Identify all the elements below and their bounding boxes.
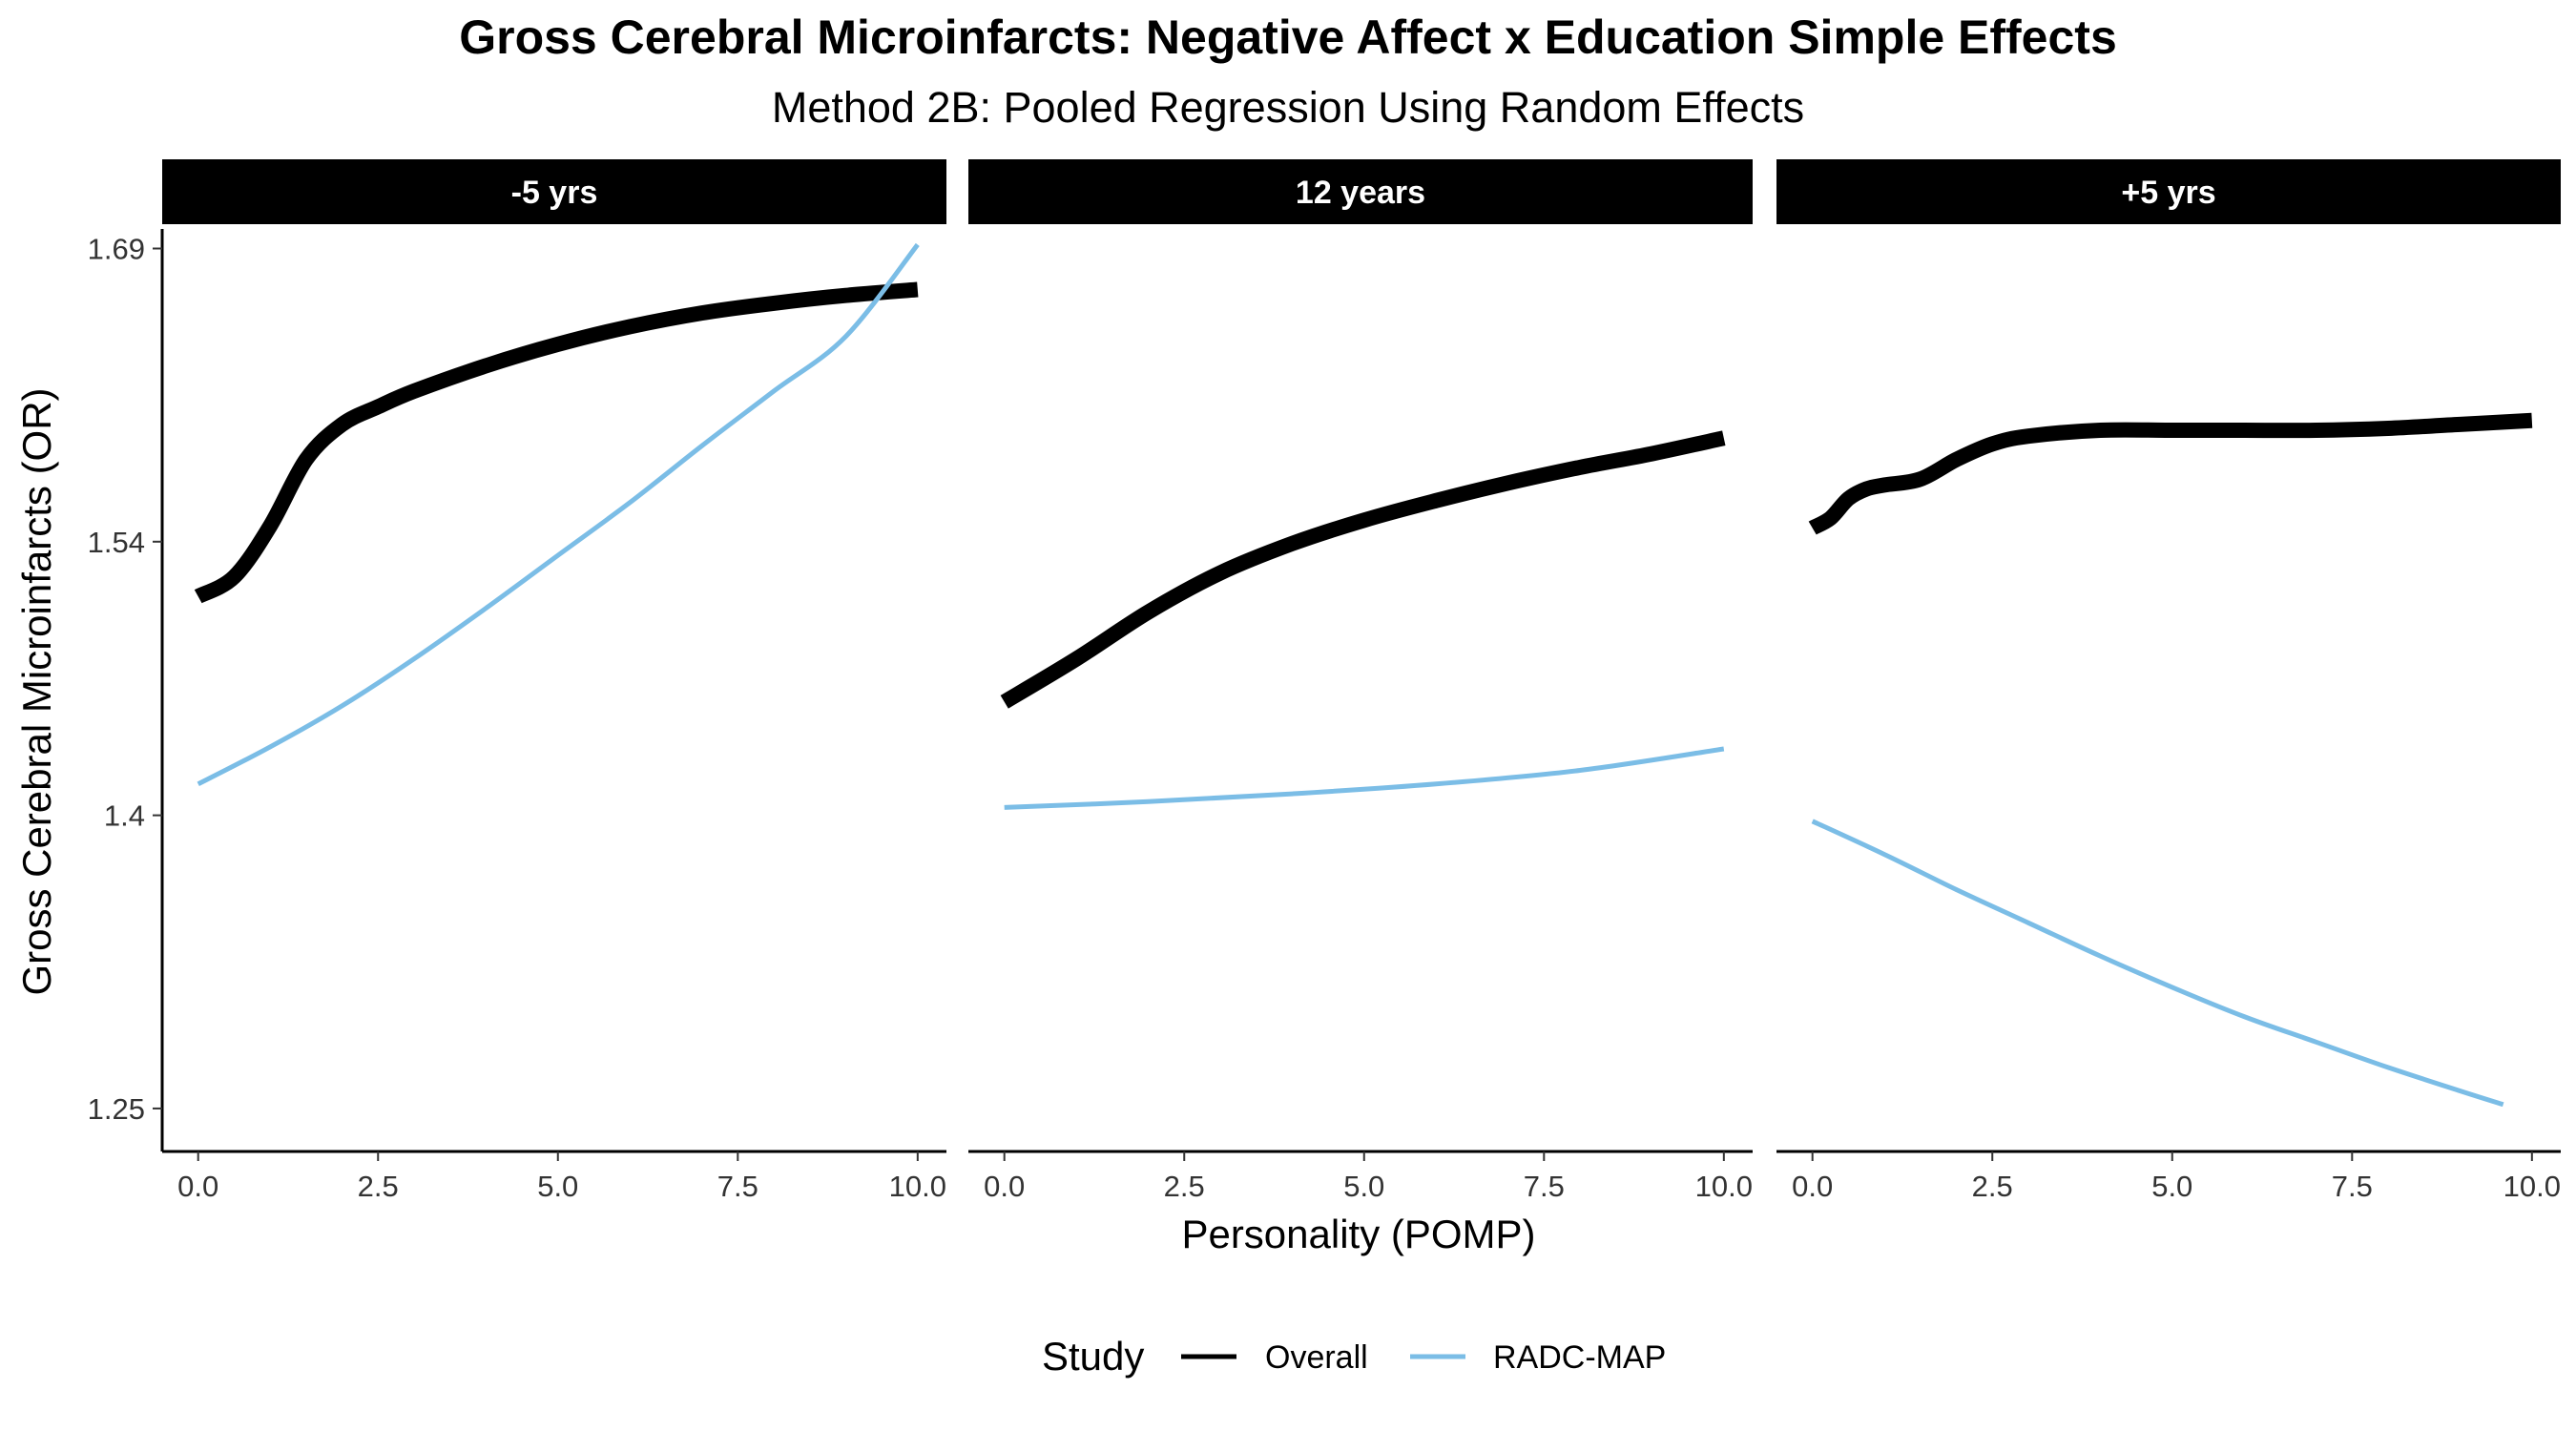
x-tick-label: 7.5 xyxy=(2332,1170,2373,1203)
x-axis-label: Personality (POMP) xyxy=(1181,1212,1535,1256)
facet-strip-label: 12 years xyxy=(1296,175,1425,211)
x-tick-label: 7.5 xyxy=(1524,1170,1565,1203)
x-tick-label: 2.5 xyxy=(1164,1170,1205,1203)
x-tick-label: 2.5 xyxy=(1972,1170,2013,1203)
facet-strip xyxy=(162,159,946,224)
legend-label-overall: Overall xyxy=(1265,1339,1368,1376)
x-tick-label: 5.0 xyxy=(1343,1170,1384,1203)
facet-panel: 12 years 0.0 2.5 5.0 7.5 10.0 xyxy=(968,159,1753,1203)
series-line-overall xyxy=(194,281,919,604)
x-tick-label: 10.0 xyxy=(2503,1170,2561,1203)
facet-panel: +5 yrs 0.0 2.5 5.0 7.5 10.0 xyxy=(1776,159,2561,1203)
legend: Study Overall RADC-MAP xyxy=(1042,1334,1666,1379)
x-tick-label: 10.0 xyxy=(1695,1170,1753,1203)
x-tick-label: 0.0 xyxy=(984,1170,1025,1203)
y-axis-label: Gross Cerebral Microinfarcts (OR) xyxy=(14,387,59,995)
chart-title: Gross Cerebral Microinfarcts: Negative A… xyxy=(459,10,2117,64)
x-tick-label: 7.5 xyxy=(717,1170,758,1203)
facet-strip-label: -5 yrs xyxy=(511,175,598,211)
x-tick-label: 0.0 xyxy=(177,1170,218,1203)
facet-strip xyxy=(1776,159,2561,224)
y-tick-label: 1.25 xyxy=(88,1092,145,1126)
x-tick-label: 10.0 xyxy=(889,1170,946,1203)
y-tick-label: 1.4 xyxy=(104,799,145,833)
series-line-radc-map xyxy=(1811,819,2504,1108)
facet-panel: -5 yrs 0.0 2.5 5.0 7.5 10.0 1.25 1.4 1.54 1.69 xyxy=(88,159,946,1203)
chart-subtitle: Method 2B: Pooled Regression Using Rando… xyxy=(772,83,1804,132)
series-line-overall xyxy=(1808,412,2533,535)
facet-panels: -5 yrs 0.0 2.5 5.0 7.5 10.0 1.25 1.4 1.54 1.69 12 … xyxy=(88,159,2561,1203)
facet-strip-label: +5 yrs xyxy=(2121,175,2215,211)
series-line-radc-map xyxy=(1004,746,1725,810)
x-tick-label: 5.0 xyxy=(537,1170,578,1203)
x-tick-label: 0.0 xyxy=(1792,1170,1833,1203)
series-line-overall xyxy=(1000,430,1726,709)
legend-title: Study xyxy=(1042,1334,1144,1379)
facet-strip xyxy=(968,159,1753,224)
legend-label-radc-map: RADC-MAP xyxy=(1493,1339,1666,1376)
y-tick-label: 1.54 xyxy=(88,526,145,559)
y-tick-label: 1.69 xyxy=(88,232,145,265)
x-tick-label: 2.5 xyxy=(358,1170,399,1203)
x-tick-label: 5.0 xyxy=(2151,1170,2192,1203)
series-line-radc-map xyxy=(197,242,920,787)
